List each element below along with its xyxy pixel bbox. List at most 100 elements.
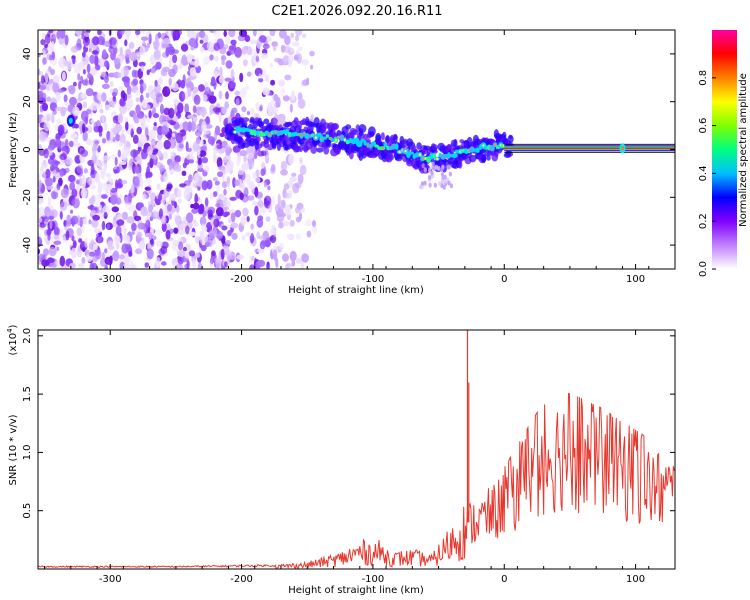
ridge-envelope xyxy=(323,146,330,155)
ridge-core xyxy=(395,143,399,150)
noise-blob xyxy=(262,43,270,49)
noise-blob xyxy=(94,228,102,233)
noise-blob xyxy=(38,90,43,101)
noise-blob xyxy=(131,222,137,232)
noise-blob xyxy=(218,75,225,84)
noise-blob xyxy=(225,91,229,100)
noise-blob xyxy=(156,183,161,190)
noise-blob xyxy=(90,209,97,216)
noise-blob xyxy=(192,116,198,123)
noise-blob xyxy=(48,215,54,220)
noise-blob xyxy=(261,162,266,169)
noise-blob xyxy=(193,94,201,105)
noise-blob xyxy=(194,193,198,205)
noise-blob xyxy=(72,240,77,249)
noise-blob xyxy=(264,181,267,188)
ridge-tail xyxy=(440,167,444,172)
noise-blob xyxy=(40,39,46,46)
x-tick-label: 0 xyxy=(501,574,507,585)
noise-blob xyxy=(297,173,304,185)
noise-blob xyxy=(101,114,105,123)
noise-blob xyxy=(73,123,79,129)
noise-blob xyxy=(76,179,80,185)
ridge-envelope xyxy=(316,147,324,153)
noise-blob xyxy=(215,231,224,240)
noise-blob xyxy=(246,216,250,222)
noise-blob xyxy=(141,36,149,41)
noise-blob xyxy=(38,179,42,189)
noise-blob xyxy=(52,33,57,40)
noise-blob xyxy=(38,173,41,178)
noise-blob xyxy=(101,220,106,231)
noise-blob xyxy=(244,34,251,43)
noise-blob xyxy=(144,186,151,191)
noise-blob xyxy=(209,257,214,265)
noise-blob xyxy=(141,99,148,109)
noise-blob xyxy=(213,30,221,37)
ridge-envelope xyxy=(486,154,491,161)
noise-blob xyxy=(79,217,83,228)
noise-blob xyxy=(41,173,47,178)
noise-blob xyxy=(126,142,131,149)
ridge-core xyxy=(432,153,437,159)
ridge-envelope xyxy=(254,140,260,151)
noise-blob xyxy=(77,263,84,268)
ridge-envelope xyxy=(453,138,458,148)
noise-blob xyxy=(165,229,171,240)
noise-blob xyxy=(222,197,228,205)
noise-blob xyxy=(209,108,213,116)
ridge-core xyxy=(315,132,322,137)
noise-blob xyxy=(87,72,92,79)
noise-blob xyxy=(258,78,264,83)
noise-blob xyxy=(83,168,88,174)
ridge-tail xyxy=(447,164,451,170)
ridge-core xyxy=(383,142,388,148)
noise-blob xyxy=(38,206,45,216)
noise-blob xyxy=(165,46,170,57)
noise-blob xyxy=(270,79,276,86)
noise-blob xyxy=(281,212,286,217)
ridge-core xyxy=(371,141,377,146)
noise-blob xyxy=(106,223,111,231)
noise-blob xyxy=(45,168,51,180)
noise-blob xyxy=(224,101,229,109)
noise-blob xyxy=(257,182,261,188)
noise-blob xyxy=(279,114,285,125)
noise-blob xyxy=(99,108,104,114)
noise-blob xyxy=(284,45,291,54)
noise-blob xyxy=(211,76,216,85)
spectrogram-marks xyxy=(38,30,675,269)
noise-blob xyxy=(279,30,287,39)
noise-blob xyxy=(206,41,214,52)
noise-blob xyxy=(177,257,184,265)
ridge-core xyxy=(325,134,330,138)
noise-blob xyxy=(142,193,147,200)
noise-blob xyxy=(47,233,51,241)
noise-blob xyxy=(43,216,50,223)
ridge-envelope xyxy=(259,121,264,129)
noise-blob xyxy=(173,227,179,234)
noise-blob xyxy=(254,186,259,198)
noise-blob xyxy=(159,103,164,115)
noise-blob xyxy=(234,209,242,218)
noise-blob xyxy=(161,222,167,233)
noise-blob xyxy=(103,163,108,171)
noise-blob xyxy=(57,124,65,135)
noise-blob xyxy=(40,49,46,57)
noise-blob xyxy=(227,230,232,237)
noise-blob xyxy=(190,45,195,51)
noise-blob xyxy=(181,170,187,176)
noise-blob xyxy=(101,92,107,102)
noise-blob xyxy=(153,209,159,218)
noise-blob xyxy=(271,41,278,47)
noise-blob xyxy=(168,162,173,171)
ridge-envelope xyxy=(502,131,507,139)
ridge-tail xyxy=(434,164,438,170)
noise-blob xyxy=(252,30,257,37)
noise-blob xyxy=(250,107,255,115)
noise-blob xyxy=(275,258,279,268)
noise-blob xyxy=(289,250,297,262)
noise-blob xyxy=(184,103,190,114)
noise-blob xyxy=(77,73,81,81)
noise-blob xyxy=(110,154,116,160)
